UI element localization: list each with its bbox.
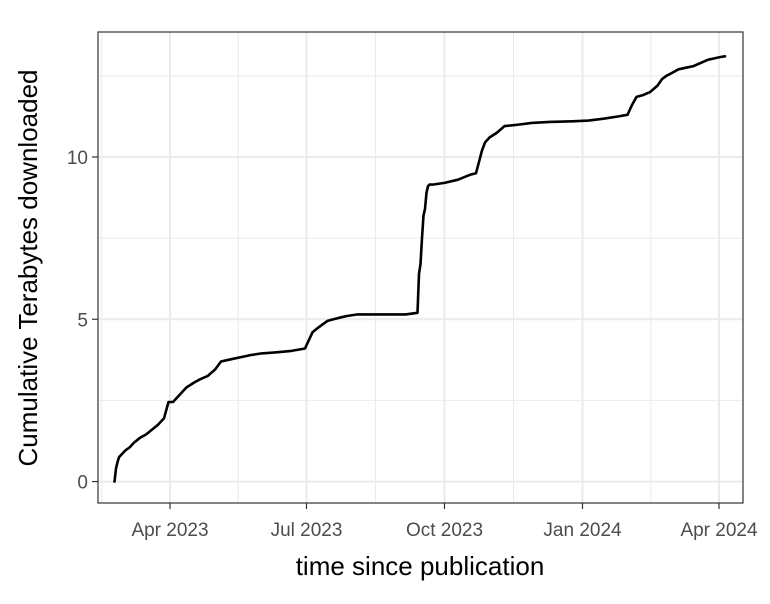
x-tick-label: Apr 2023 [131, 520, 208, 541]
x-axis: Apr 2023 Jul 2023 Oct 2023 Jan 2024 Apr 2024 [131, 503, 758, 541]
x-tick-label: Jul 2023 [271, 520, 343, 541]
x-tick-label: Oct 2023 [406, 520, 483, 541]
x-tick-label: Jan 2024 [543, 520, 622, 541]
x-tick-label: Apr 2024 [680, 520, 758, 541]
major-gridlines [98, 32, 743, 503]
y-axis: 0 5 10 [67, 148, 98, 494]
series-layer [113, 54, 727, 483]
y-tick-label: 5 [77, 310, 88, 331]
y-axis-title: Cumulative Terabytes downloaded [13, 70, 43, 467]
minor-gridlines [98, 32, 743, 503]
y-tick-label: 10 [67, 148, 88, 169]
y-tick-label: 0 [77, 473, 88, 494]
x-axis-title: time since publication [296, 551, 545, 581]
cumulative-download-line [113, 54, 727, 483]
plot-panel-border [97, 31, 744, 504]
